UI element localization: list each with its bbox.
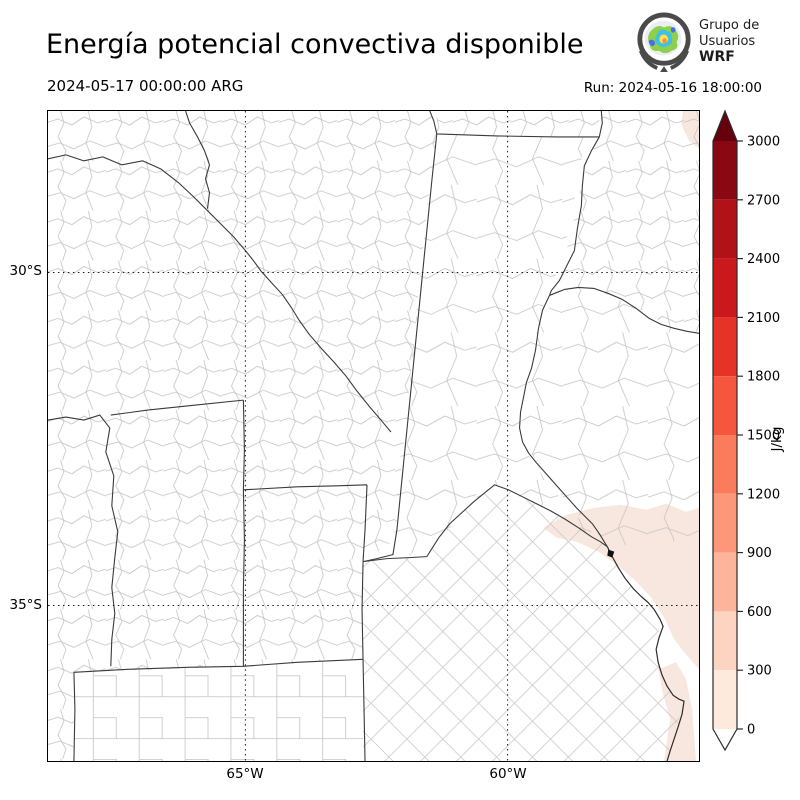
boundary-north-branch: [185, 111, 211, 209]
colorbar-tick-label: 600: [747, 605, 772, 620]
logo-line-2: Usuarios: [699, 33, 756, 49]
colorbar-over-arrow: [713, 111, 737, 141]
colorbar-tick-label: 2700: [747, 193, 780, 208]
colorbar-tick-label: 1800: [747, 370, 780, 385]
colorbar: 3000 2700 2400 2100 1800 1500 1200 900 6…: [712, 109, 785, 752]
colorbar-tick-label: 1500: [747, 429, 780, 444]
boundary-cordoba-east: [362, 133, 438, 563]
colorbar-tick-label: 2400: [747, 252, 780, 267]
logo-wreath-right: [669, 49, 690, 70]
boundary-lapampa-west: [73, 672, 76, 761]
colorbar-under-arrow: [713, 729, 737, 750]
cape-shading-estuary: [543, 503, 699, 670]
boundary-sanluis-east: [242, 400, 368, 667]
boundary-santiago-santafe: [429, 111, 603, 138]
coastline-rio-de-la-plata: [606, 546, 685, 761]
run-time-label: Run: 2024-05-16 18:00:00: [583, 80, 762, 96]
colorbar-segments: [713, 141, 737, 729]
colorbar-tick-label: 900: [747, 546, 772, 561]
ytick-35s: 35°S: [9, 597, 43, 613]
colorbar-tick-label: 300: [747, 664, 772, 679]
map-panel: [47, 110, 700, 762]
wrf-logo-emblem-icon: [637, 12, 691, 72]
boundary-sanluis-mendoza: [48, 414, 119, 667]
departments-santafe: [392, 133, 607, 557]
colorbar-tick-label: 0: [747, 723, 755, 738]
xtick-65w: 65°W: [226, 766, 264, 782]
logo-wreath-left: [638, 49, 659, 70]
colorbar-segment: [713, 376, 737, 435]
colorbar-segment: [713, 552, 737, 612]
colorbar-ticks: [737, 140, 743, 730]
colorbar-segment: [713, 435, 737, 494]
colorbar-tick-label: 3000: [747, 135, 780, 150]
valid-time-label: 2024-05-17 00:00:00 ARG: [47, 77, 244, 95]
boundary-corrientes-entrerios: [549, 286, 699, 334]
departments-entrerios: [521, 288, 699, 547]
colorbar-tick-label: 1200: [747, 487, 780, 502]
colorbar-tick-labels: 3000 2700 2400 2100 1800 1500 1200 900 6…: [747, 135, 780, 738]
departments-north-strip: [436, 111, 600, 137]
ytick-30s: 30°S: [9, 263, 43, 279]
departments-lapampa: [73, 659, 364, 761]
boundary-buenosaires-north: [362, 484, 608, 563]
cape-map: [48, 111, 699, 761]
page-title: Energía potencial convectiva disponible: [46, 29, 584, 60]
departments-northwest: [48, 111, 437, 761]
colorbar-segment: [713, 258, 737, 318]
logo-line-1: Grupo de: [699, 18, 760, 33]
logo-wordmark: Grupo de Usuarios WRF: [699, 18, 759, 66]
departments-buenosaires: [363, 484, 684, 761]
boundary-sanluis-north: [110, 399, 244, 416]
boundary-northwest-diagonal: [48, 154, 392, 433]
colorbar-tick-label: 2100: [747, 311, 780, 326]
boundary-parana-river: [519, 136, 608, 547]
caba-city-marker: [607, 549, 615, 558]
wrf-users-group-logo: Grupo de Usuarios WRF: [635, 12, 759, 72]
colorbar-segment: [713, 199, 737, 259]
colorbar-segment: [713, 670, 737, 729]
province-boundaries: [48, 111, 699, 761]
colorbar-segment: [713, 493, 737, 553]
colorbar-unit-label: J/kg: [769, 427, 785, 453]
xtick-60w: 60°W: [489, 766, 527, 782]
colorbar-segment: [713, 317, 737, 377]
colorbar-segment: [713, 141, 737, 200]
graticule-gridlines: [48, 111, 699, 761]
logo-satellite-blobs: [644, 20, 682, 56]
department-boundaries: [48, 111, 699, 761]
logo-line-3: WRF: [699, 49, 735, 66]
colorbar-segment: [713, 611, 737, 671]
logo-wreath-base: [660, 66, 668, 72]
boundary-lapampa-north: [73, 658, 364, 673]
departments-northeast: [555, 111, 699, 333]
